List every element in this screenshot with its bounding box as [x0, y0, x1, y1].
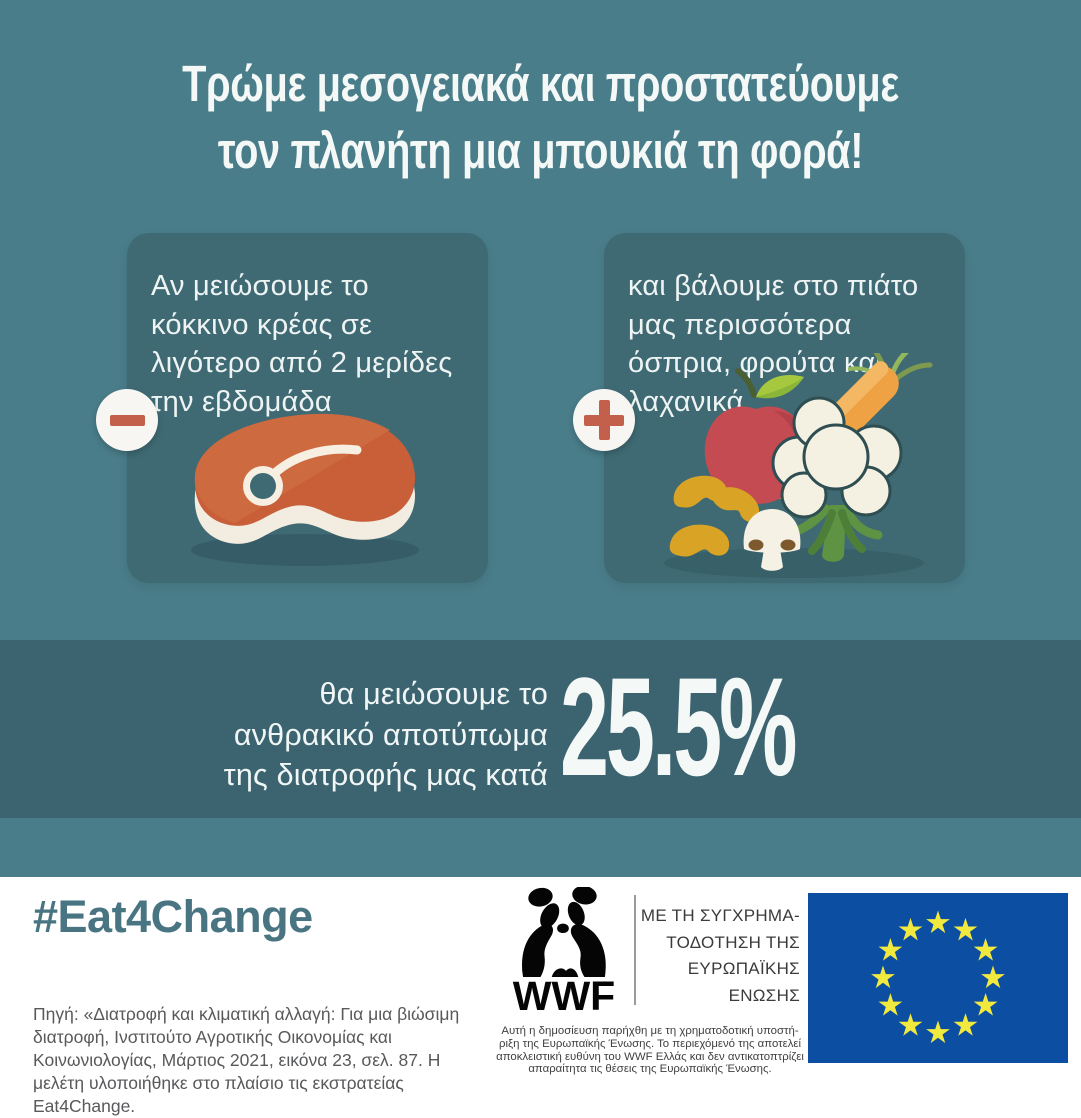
title-line-1: Τρώμε μεσογειακά και προστατεύουμε — [182, 55, 899, 112]
card-left-text: Αν μειώσουμε το κόκκινο κρέας σε λιγότερ… — [151, 270, 453, 418]
result-text: θα μειώσουμε το ανθρακικό αποτύπωμα της … — [223, 677, 548, 792]
result-band: θα μειώσουμε το ανθρακικό αποτύπωμα της … — [0, 640, 1081, 818]
eu-star-icon — [878, 938, 903, 961]
beans-icon — [669, 475, 760, 557]
steak-illustration — [191, 413, 419, 566]
mushroom-icon — [743, 509, 801, 571]
eu-star-icon — [926, 1020, 950, 1044]
vertical-divider — [634, 895, 636, 1005]
campaign-hashtag: #Eat4Change — [33, 891, 313, 942]
title-line-2: τον πλανήτη μια μπουκιά τη φορά! — [217, 122, 864, 179]
footer: #Eat4Change Πηγή: «Διατροφή και κλιματικ… — [0, 877, 1081, 1116]
eu-star-icon — [878, 993, 903, 1016]
eu-star-icon — [926, 910, 950, 934]
eu-star-icon — [981, 965, 1005, 989]
card-add-plants: και βάλουμε στο πιάτο μας περισσότερα όσ… — [573, 233, 965, 583]
minus-icon — [109, 414, 145, 426]
vegetables-illustration — [664, 353, 933, 578]
wwf-wordmark: WWF — [512, 973, 616, 1019]
eu-star-icon — [898, 1013, 923, 1036]
eu-star-icon — [898, 917, 923, 941]
svg-text:®: ® — [522, 967, 528, 975]
minus-badge — [96, 389, 158, 451]
card-reduce-red-meat: Αν μειώσουμε το κόκκινο κρέας σε λιγότερ… — [96, 233, 488, 583]
result-percentage: 25.5% — [560, 648, 797, 805]
cauliflower-icon — [771, 396, 903, 562]
svg-text:®: ® — [600, 970, 606, 977]
eu-star-icon — [871, 965, 895, 989]
eu-flag — [808, 893, 1068, 1063]
source-citation: Πηγή: «Διατροφή και κλιματική αλλαγή: Γι… — [33, 1004, 460, 1116]
page-title: Τρώμε μεσογειακά και προστατεύουμε τον π… — [119, 50, 962, 184]
eu-disclaimer: Αυτή η δημοσίευση παρήχθη με τη χρηματοδ… — [496, 1025, 804, 1076]
eu-star-icon — [953, 917, 978, 941]
eu-star-icon — [973, 938, 998, 961]
panda-icon: ® ® — [522, 885, 606, 978]
wwf-logo: ® ® WWF — [506, 885, 622, 1019]
plus-badge — [573, 389, 635, 451]
card-right-text: και βάλουμε στο πιάτο μας περισσότερα όσ… — [628, 270, 919, 418]
eu-flag-stars — [871, 910, 1005, 1044]
plus-icon — [584, 400, 624, 440]
eu-cofunding-text: ΜΕ ΤΗ ΣΥΓΧΡΗΜΑ- ΤΟΔΟΤΗΣΗ ΤΗΣ ΕΥΡΩΠΑΪΚΗΣ … — [640, 906, 800, 1005]
eu-star-icon — [973, 993, 998, 1016]
eu-star-icon — [953, 1013, 978, 1036]
